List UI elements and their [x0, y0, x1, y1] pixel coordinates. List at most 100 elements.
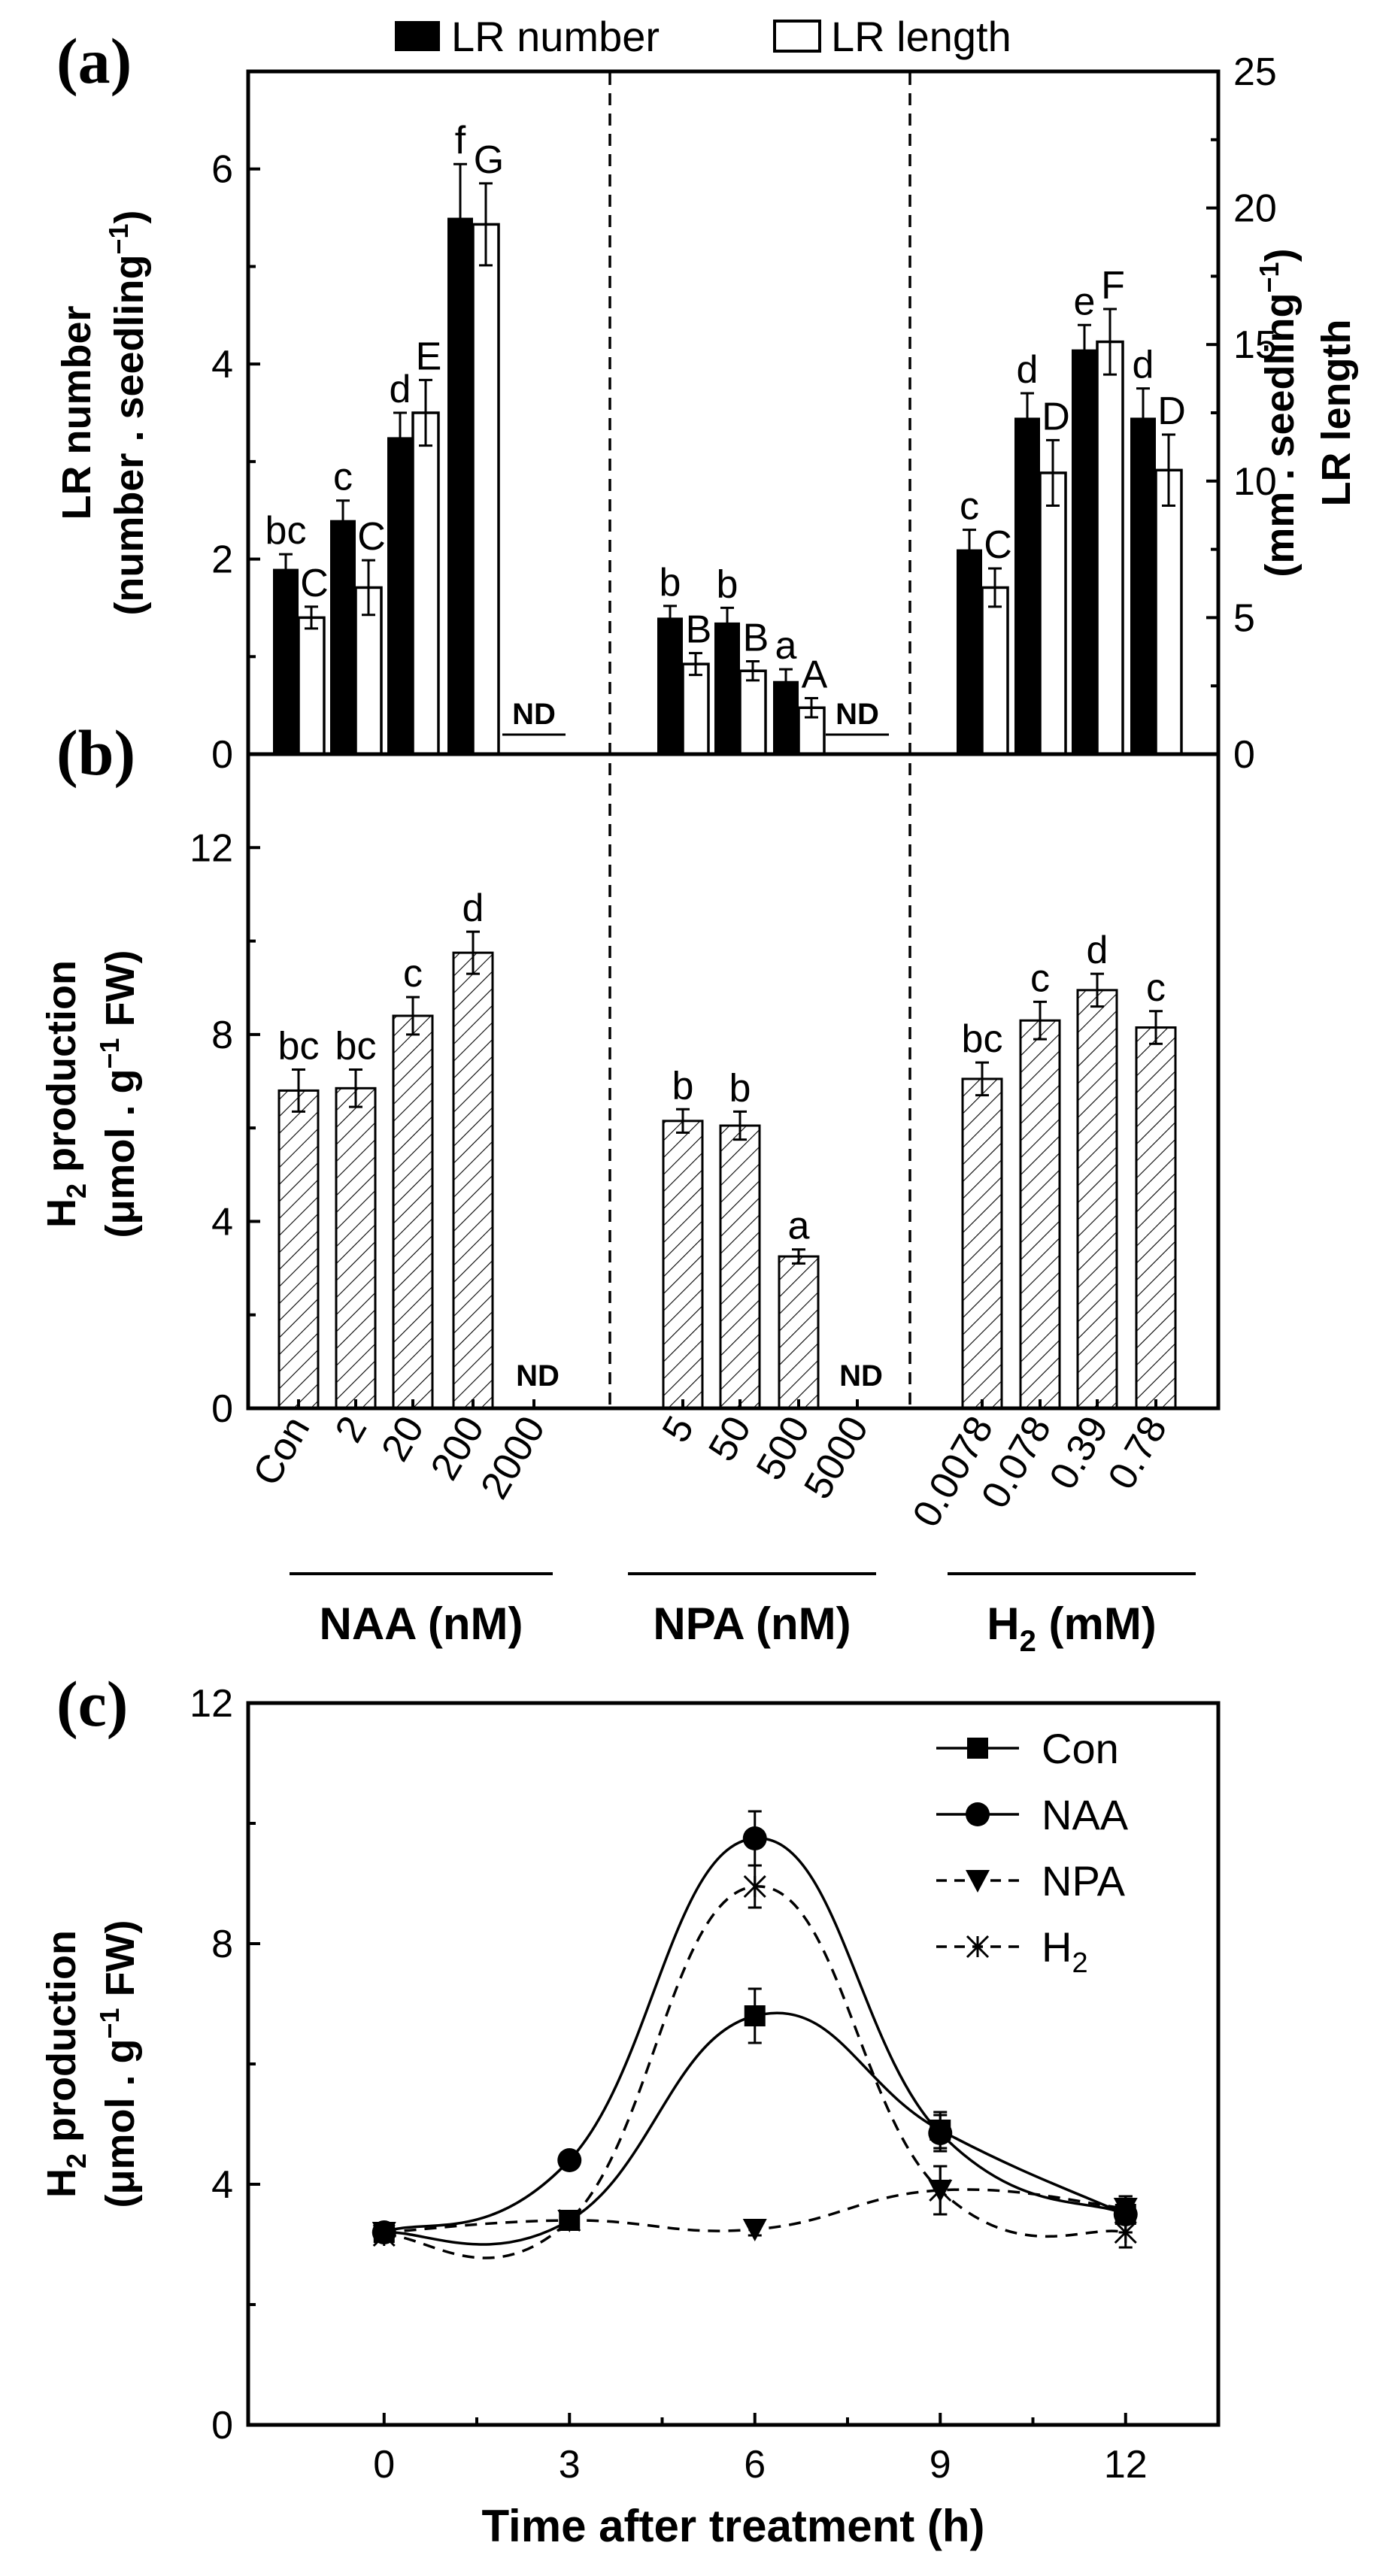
y-tick-label-b: 12 [190, 826, 233, 870]
right-tick-label-a: 0 [1233, 733, 1255, 777]
sig-letter-lr-number: a [775, 624, 797, 668]
legend-label-c: NAA [1042, 1791, 1129, 1838]
bar-h2-production [778, 1255, 820, 1410]
sig-letter-lr-length: C [984, 523, 1012, 567]
bar-lr-length [1039, 471, 1067, 756]
marker-x [558, 2208, 581, 2232]
y-tick-label-c: 0 [211, 2404, 233, 2447]
marker-circle [928, 2121, 953, 2145]
legend-label-c: H2 [1042, 1923, 1088, 1979]
bar-lr-number [657, 617, 683, 754]
bar-h2-production [1135, 1026, 1177, 1410]
bar-h2-production [392, 1014, 434, 1410]
axis-ticks-c: 0 4 8 12 0 3 6 9 12 [190, 1682, 1148, 2487]
bar-lr-number [1130, 417, 1156, 754]
bar-h2-production [1019, 1019, 1061, 1410]
right-tick-label-a: 25 [1233, 50, 1277, 94]
x-tick-label-b: Con [244, 1409, 318, 1493]
sig-letter-lr-number: bc [265, 509, 307, 553]
bar-lr-number [387, 437, 413, 754]
left-ticks-a: 0 2 4 6 [211, 148, 260, 777]
series-line [384, 2011, 1127, 2246]
panel-label-a: (a) [56, 25, 132, 97]
x-tick-label-b: 5000 [796, 1409, 877, 1506]
sig-letter-b: d [462, 886, 484, 930]
y-axis-title-a-line1: LR number [54, 305, 99, 520]
x-tick-label-c: 6 [744, 2443, 766, 2487]
bar-lr-length [1096, 340, 1124, 756]
marker-square [967, 1738, 988, 1759]
x-tick-label-b: 0.78 [1100, 1409, 1176, 1497]
series-con [373, 1987, 1136, 2246]
y-axis-title-a-line2: (number . seedling−1) [103, 210, 152, 615]
x-axis-title-c: Time after treatment (h) [481, 2501, 984, 2551]
bar-lr-number [957, 549, 982, 754]
marker-x [743, 1874, 766, 1899]
sig-letter-b: c [1146, 966, 1166, 1010]
sig-letter-lr-length: B [743, 617, 769, 660]
y-tick-label-c: 4 [211, 2163, 233, 2207]
sig-letter-b: bc [962, 1017, 1003, 1061]
left-tick-label-a: 6 [211, 148, 233, 192]
group-label-npa: NPA (nM) [653, 1599, 851, 1649]
marker-x [1114, 2220, 1137, 2244]
x-tick-label-b: 20 [373, 1409, 432, 1468]
sig-letter-lr-number: d [1017, 348, 1039, 392]
marker-circle [966, 1802, 990, 1826]
sig-letter-lr-length: C [357, 515, 386, 559]
bar-h2-production [452, 951, 494, 1410]
legend-swatch-length [773, 20, 821, 53]
right-axis-title-a-line2: (mm . seedling−1) [1254, 248, 1303, 577]
left-tick-label-a: 2 [211, 538, 233, 582]
bar-h2-production [662, 1120, 704, 1410]
bar-lr-number [330, 520, 356, 754]
sig-letter-b: bc [335, 1024, 377, 1068]
legend-a: LR number LR length [395, 13, 1011, 60]
sig-letter-b: d [1087, 929, 1108, 972]
x-tick-label-c: 9 [930, 2443, 951, 2487]
nd-label-b: ND [839, 1359, 883, 1393]
sig-letter-lr-length: D [1157, 389, 1186, 433]
right-tick-label-a: 15 [1233, 323, 1277, 367]
bar-lr-length [472, 223, 500, 756]
marker-circle [557, 2148, 582, 2172]
sig-letter-b: b [729, 1066, 751, 1110]
y-axis-title-c-line2: (μmol . g−1 FW) [94, 1920, 143, 2208]
sig-letter-lr-number: b [717, 562, 738, 606]
bar-lr-length [981, 586, 1009, 756]
marker-triangle-down [742, 2219, 767, 2241]
bar-h2-production [335, 1086, 377, 1410]
series-h2 [372, 1864, 1137, 2259]
sig-letter-lr-length: F [1101, 264, 1125, 308]
sig-letter-lr-length: C [300, 562, 329, 605]
group-label-naa: NAA (nM) [319, 1599, 523, 1649]
legend-label-number: LR number [451, 13, 660, 60]
sig-letter-lr-number: e [1074, 280, 1096, 323]
nd-label-a: ND [512, 698, 556, 731]
series-line [384, 1885, 1127, 2259]
sig-letter-lr-length: D [1042, 395, 1070, 438]
right-tick-label-a: 10 [1233, 460, 1277, 504]
legend-label-c: NPA [1042, 1857, 1126, 1905]
sig-letter-lr-number: d [390, 368, 411, 411]
bar-lr-number [447, 217, 473, 755]
y-tick-label-c: 8 [211, 1923, 233, 1966]
bar-lr-length [681, 662, 710, 756]
sig-letter-b: c [403, 952, 423, 996]
bar-lr-number [773, 680, 799, 754]
panel-label-b: (b) [56, 717, 135, 789]
x-tick-label-b: 5 [654, 1409, 703, 1450]
bar-lr-number [714, 622, 740, 754]
sig-letter-b: a [788, 1205, 810, 1248]
sig-letter-lr-length: A [802, 653, 828, 697]
marker-square [744, 2005, 766, 2026]
series-c [372, 1810, 1138, 2259]
x-tick-label-c: 12 [1104, 2443, 1148, 2487]
bar-h2-production [961, 1077, 1003, 1410]
sig-letter-lr-length: B [686, 608, 712, 652]
bar-lr-length [297, 616, 326, 756]
sig-letter-b: b [672, 1064, 694, 1108]
y-axis-title-c-line1: H2 production [39, 1930, 92, 2198]
